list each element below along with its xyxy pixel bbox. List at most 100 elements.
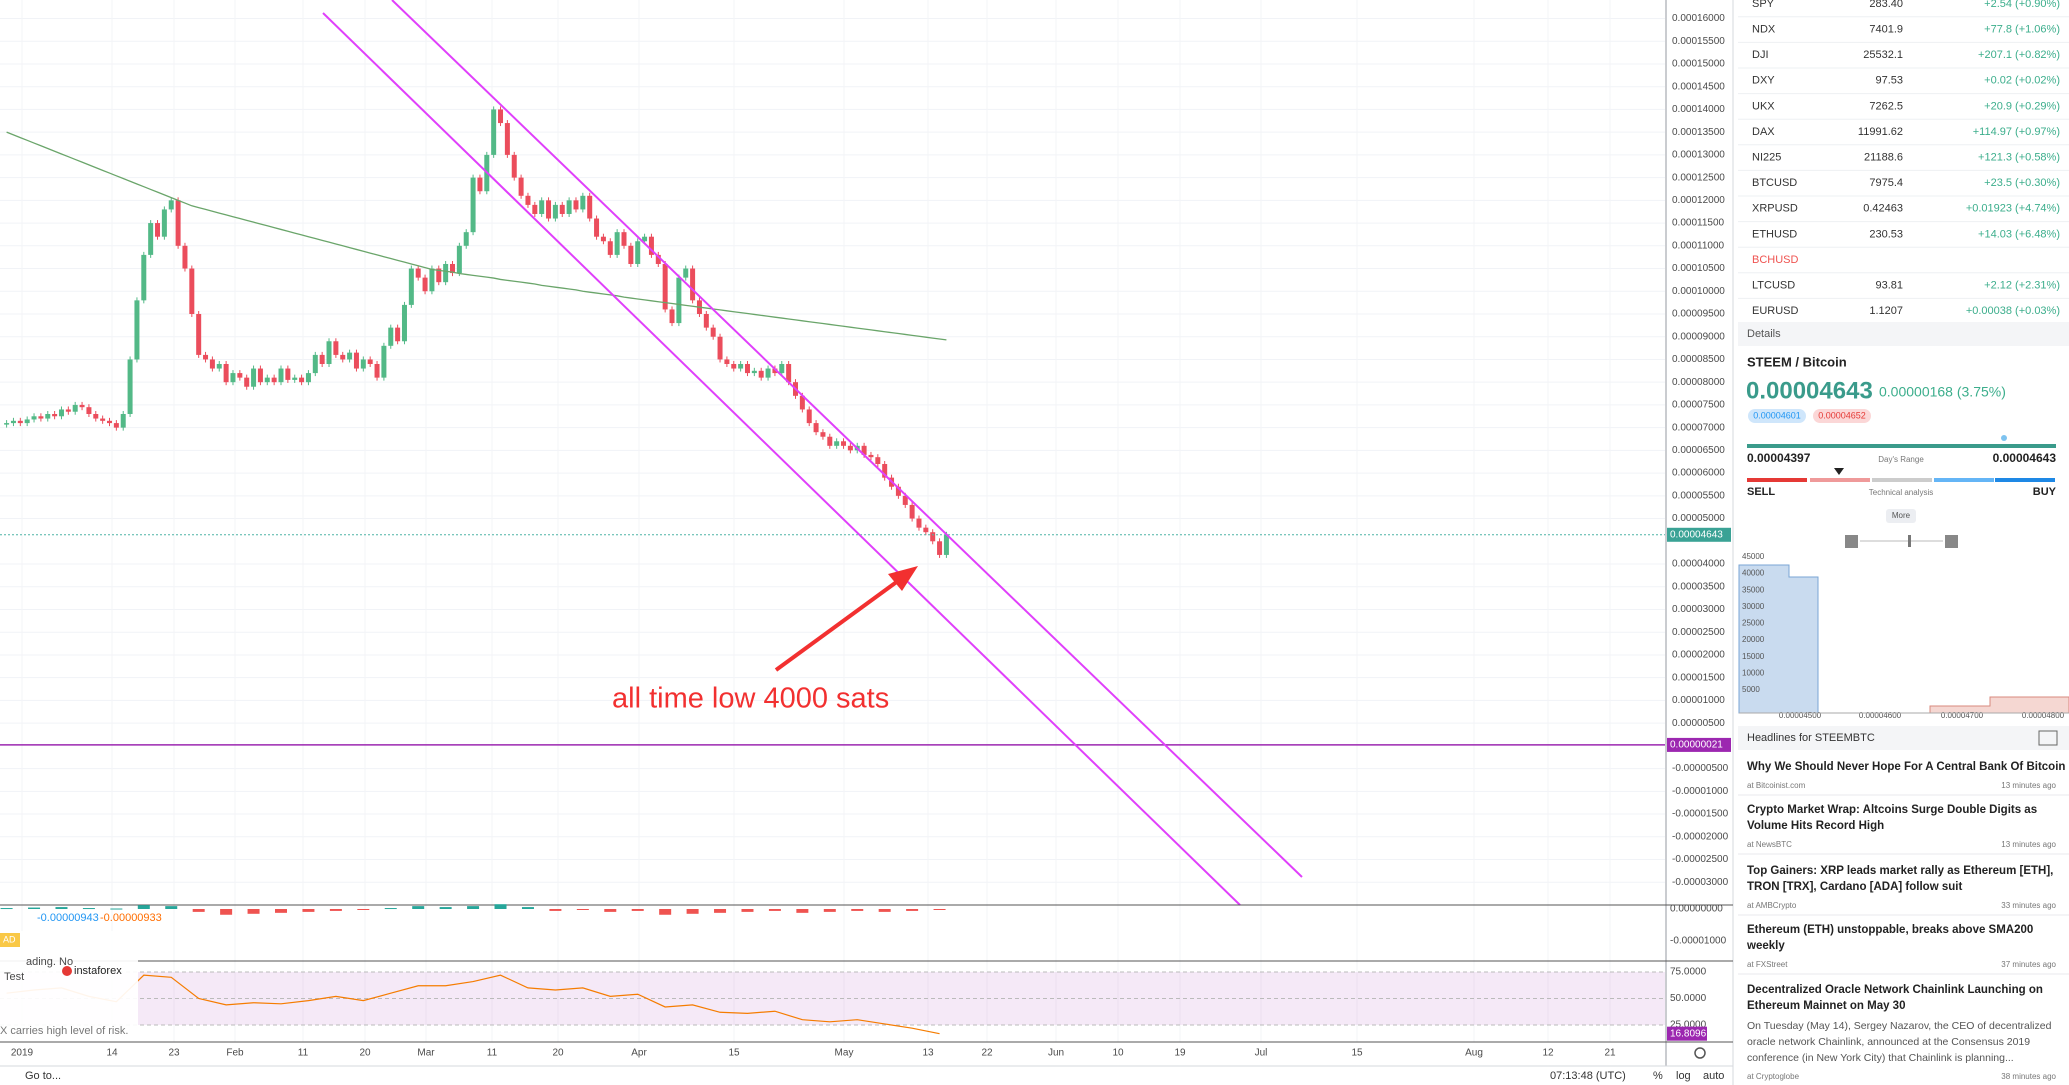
symbol[interactable]: BTCUSD — [1752, 177, 1797, 189]
depth-x-label: 0.00004500 — [1779, 711, 1822, 720]
footer-item[interactable]: log — [1676, 1070, 1691, 1082]
candle — [38, 416, 44, 419]
symbol[interactable]: EURUSD — [1752, 305, 1799, 317]
rsi-line — [6, 974, 940, 1035]
list-icon[interactable] — [2038, 730, 2058, 746]
candle — [134, 300, 140, 360]
headline-title[interactable]: Top Gainers: XRP leads market rally as E… — [1747, 865, 2053, 877]
symbol[interactable]: NI225 — [1752, 152, 1781, 164]
candle — [388, 327, 394, 346]
candle — [861, 445, 867, 455]
candle — [552, 204, 558, 219]
price-tick-label: 0.00005500 — [1672, 490, 1725, 501]
time-tick-label: 2019 — [11, 1048, 34, 1059]
depth-y-label: 10000 — [1742, 668, 1765, 677]
footer-item[interactable]: % — [1653, 1070, 1663, 1082]
macd-bar — [604, 909, 617, 912]
symbol[interactable]: DAX — [1752, 126, 1775, 138]
candle — [895, 486, 901, 496]
settings-icon[interactable] — [1694, 1047, 1706, 1059]
bid-badge — [1748, 409, 1806, 423]
symbol[interactable]: NDX — [1752, 24, 1776, 36]
price-tick-label: 0.00007000 — [1672, 422, 1725, 433]
candle — [10, 420, 16, 424]
symbol[interactable]: BCHUSD — [1752, 254, 1799, 266]
time-tick-label: 14 — [106, 1048, 118, 1059]
candle — [834, 441, 840, 446]
candle — [923, 527, 929, 533]
macd-bar — [384, 908, 397, 910]
more-button[interactable] — [1886, 509, 1916, 523]
candle — [271, 377, 277, 383]
macd-bar — [412, 906, 425, 909]
macd-bar — [357, 909, 370, 910]
candle — [299, 377, 305, 383]
headline-title[interactable]: Crypto Market Wrap: Altcoins Surge Doubl… — [1747, 804, 2037, 816]
symbol[interactable]: XRPUSD — [1752, 203, 1798, 215]
ta-segment — [1747, 478, 1807, 482]
headline-title[interactable]: Decentralized Oracle Network Chainlink L… — [1747, 984, 2043, 996]
macd-bar — [329, 909, 342, 911]
candle — [511, 154, 517, 178]
footer-item[interactable]: 07:13:48 (UTC) — [1550, 1070, 1626, 1082]
candle — [456, 245, 462, 274]
rsi-tag — [1667, 1026, 1707, 1041]
footer-item[interactable]: Go to... — [25, 1070, 61, 1082]
macd-bar — [714, 909, 727, 913]
candle — [31, 416, 37, 420]
price-tick-label: 0.00006000 — [1672, 468, 1725, 479]
candle — [518, 177, 524, 196]
headline-body: On Tuesday (May 14), Sergey Nazarov, the… — [1747, 1020, 2052, 1032]
time-tick-label: Apr — [631, 1048, 647, 1059]
headline-title[interactable]: Volume Hits Record High — [1747, 820, 1884, 832]
last-price: 25532.1 — [1863, 49, 1903, 61]
change: +77.8 (+1.06%) — [1984, 24, 2060, 36]
change: +2.12 (+2.31%) — [1984, 280, 2060, 292]
candle — [731, 363, 737, 369]
price-tick-label: 0.00003000 — [1672, 604, 1725, 615]
candle — [717, 336, 723, 360]
candle — [45, 414, 51, 419]
time-tick-label: 21 — [1604, 1048, 1616, 1059]
footer-item[interactable]: auto — [1703, 1070, 1724, 1082]
candle — [209, 359, 215, 369]
channel-upper — [391, 0, 1303, 878]
last-price: 93.81 — [1875, 280, 1903, 292]
rsi-tick-label: 25.0000 — [1670, 1020, 1707, 1031]
headline-title[interactable]: Ethereum (ETH) unstoppable, breaks above… — [1747, 924, 2033, 936]
symbol[interactable]: ETHUSD — [1752, 228, 1797, 240]
candle — [786, 363, 792, 383]
macd-bar — [467, 906, 480, 909]
candle — [600, 236, 606, 242]
candle — [470, 177, 476, 233]
time-tick-label: May — [835, 1048, 854, 1059]
price-tick-label: 0.00001000 — [1672, 695, 1725, 706]
price-tick-label: 0.00011500 — [1672, 218, 1725, 229]
candle — [813, 423, 819, 433]
zoom-in[interactable] — [1945, 535, 1958, 548]
headline-title[interactable]: Why We Should Never Hope For A Central B… — [1747, 761, 2065, 773]
last-price: 7975.4 — [1869, 177, 1903, 189]
candle — [65, 409, 71, 412]
macd-bar — [549, 909, 562, 911]
candle — [216, 363, 222, 369]
time-tick-label: Aug — [1465, 1048, 1483, 1059]
zoom-out[interactable] — [1845, 535, 1858, 548]
headline-title[interactable]: weekly — [1746, 940, 1785, 952]
candle — [751, 370, 757, 374]
channel-lower — [322, 12, 1241, 906]
candle — [251, 368, 257, 387]
symbol[interactable]: DJI — [1752, 49, 1769, 61]
macd-bar — [659, 909, 672, 915]
symbol[interactable]: DXY — [1752, 75, 1775, 87]
symbol[interactable]: LTCUSD — [1752, 280, 1795, 292]
candle — [374, 363, 380, 378]
headline-title[interactable]: TRON [TRX], Cardano [ADA] follow suit — [1747, 881, 1962, 893]
symbol[interactable]: UKX — [1752, 100, 1775, 112]
symbol[interactable]: SPY — [1752, 0, 1775, 10]
headline-title[interactable]: Ethereum Mainnet on May 30 — [1747, 1000, 1905, 1012]
last-price: 21188.6 — [1864, 152, 1903, 164]
candle — [710, 327, 716, 337]
macd-bar — [137, 905, 150, 909]
candle — [504, 123, 510, 155]
